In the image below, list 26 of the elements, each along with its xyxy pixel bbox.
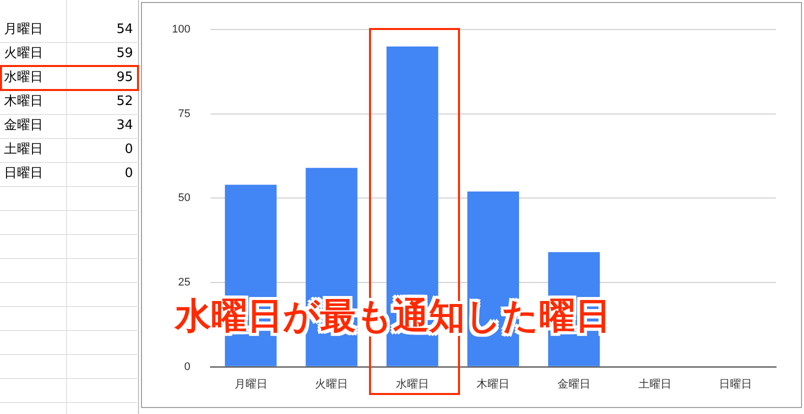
category-label: 日曜日 xyxy=(4,166,43,181)
text: 0 xyxy=(124,165,133,183)
y-tick-label: 100 xyxy=(172,24,190,36)
x-tick-label: 火曜日 xyxy=(315,377,348,390)
category-label: 土曜日 xyxy=(4,142,43,157)
y-tick-label: 75 xyxy=(178,108,190,120)
category-label: 火曜日 xyxy=(4,46,43,61)
x-tick-label: 水曜日 xyxy=(396,377,429,390)
text: 59 xyxy=(116,45,133,63)
y-tick-label: 0 xyxy=(184,360,190,373)
text: 52 xyxy=(116,93,133,111)
x-tick-label: 日曜日 xyxy=(719,378,752,390)
y-tick-label: 25 xyxy=(178,276,190,289)
x-tick-label: 金曜日 xyxy=(557,378,590,390)
text: 34 xyxy=(116,117,133,135)
text: 0 xyxy=(124,141,133,159)
text: 95 xyxy=(116,69,133,87)
category-label: 金曜日 xyxy=(4,118,43,133)
category-label: 木曜日 xyxy=(4,94,43,109)
x-tick-label: 月曜日 xyxy=(234,378,268,390)
category-label: 月曜日 xyxy=(4,22,43,37)
y-tick-label: 50 xyxy=(178,192,190,204)
category-label: 水曜日 xyxy=(4,70,43,85)
text: 54 xyxy=(116,21,133,39)
x-tick-label: 土曜日 xyxy=(638,377,672,390)
x-tick-label: 木曜日 xyxy=(476,377,510,390)
